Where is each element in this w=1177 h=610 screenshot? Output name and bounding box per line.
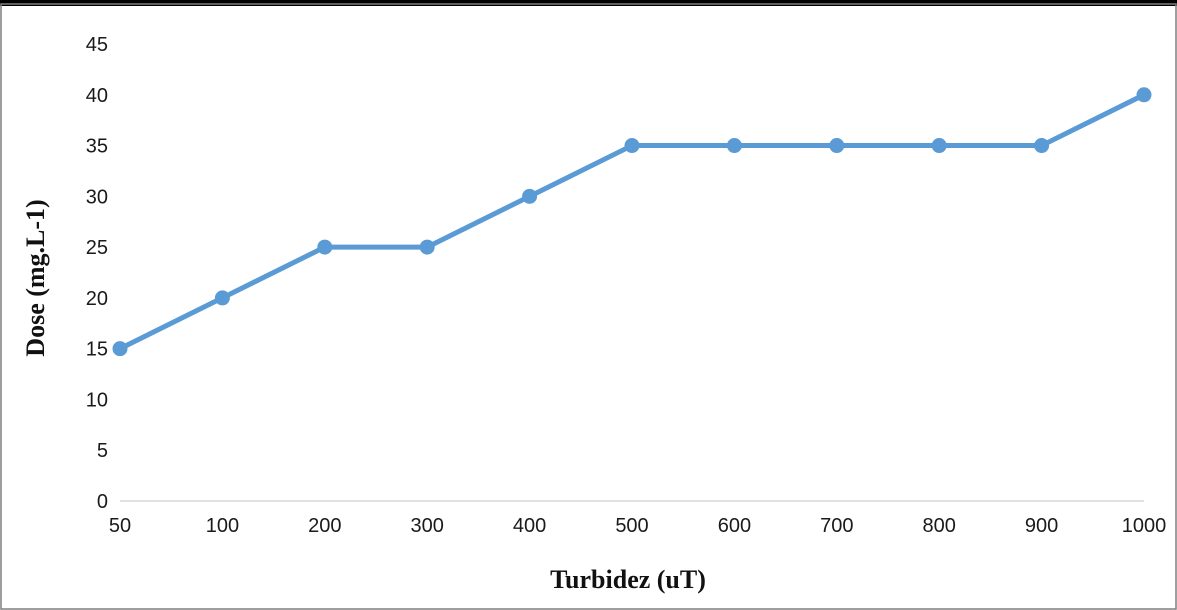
- x-tick-label: 50: [109, 515, 131, 537]
- y-tick-label: 5: [97, 440, 108, 462]
- x-axis-title: Turbidez (uT): [550, 565, 706, 594]
- y-axis-ticks: 0 5 10 15 20 25 30 35 40 45: [86, 34, 108, 513]
- data-points: [112, 87, 1152, 357]
- y-axis-title: Dose (mg.L-1): [21, 199, 50, 356]
- data-point: [726, 138, 742, 154]
- data-point: [1136, 87, 1152, 103]
- y-tick-label: 35: [86, 136, 108, 158]
- data-point: [1034, 138, 1050, 154]
- data-point: [624, 138, 640, 154]
- x-tick-label: 800: [923, 515, 956, 537]
- data-point: [931, 138, 947, 154]
- y-tick-label: 20: [86, 288, 108, 310]
- x-tick-label: 500: [615, 515, 648, 537]
- series-line: [117, 92, 1147, 352]
- data-point: [829, 138, 845, 154]
- x-tick-label: 200: [308, 515, 341, 537]
- data-point: [112, 341, 128, 357]
- y-tick-label: 25: [86, 237, 108, 259]
- y-tick-label: 40: [86, 85, 108, 107]
- x-tick-label: 700: [820, 515, 853, 537]
- x-axis-ticks: 50 100 200 300 400 500 600 700 800 900 1000: [109, 515, 1166, 537]
- y-tick-label: 45: [86, 34, 108, 56]
- y-tick-label: 10: [86, 389, 108, 411]
- y-tick-label: 15: [86, 339, 108, 361]
- data-point: [214, 290, 230, 306]
- chart-border: [0, 3, 1177, 610]
- y-tick-label: 30: [86, 186, 108, 208]
- y-tick-label: 0: [97, 491, 108, 513]
- x-tick-label: 900: [1025, 515, 1058, 537]
- data-point: [317, 239, 333, 255]
- x-tick-label: 600: [718, 515, 751, 537]
- x-tick-label: 1000: [1122, 515, 1167, 537]
- x-tick-label: 100: [206, 515, 239, 537]
- data-point: [419, 239, 435, 255]
- x-tick-label: 400: [513, 515, 546, 537]
- data-point: [522, 188, 538, 204]
- x-tick-label: 300: [411, 515, 444, 537]
